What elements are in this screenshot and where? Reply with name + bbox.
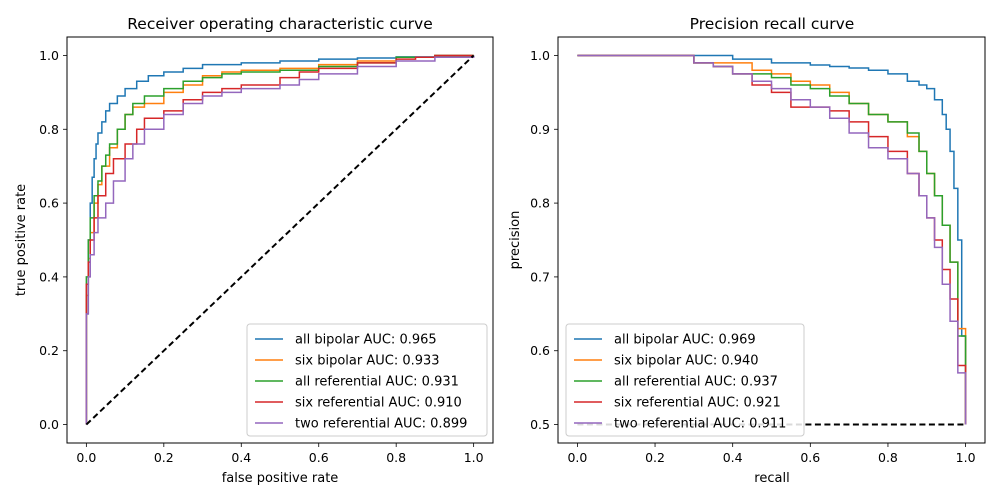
roc-ylabel: true positive rate [14,184,29,296]
pr-legend-label: all referential AUC: 0.937 [614,375,778,390]
roc-series-layer [85,54,475,426]
roc-xlabel: false positive rate [222,471,339,486]
pr-xtick-label: 0.2 [645,450,665,465]
pr-legend-label: six bipolar AUC: 0.940 [614,354,759,369]
pr-legend-label: all bipolar AUC: 0.969 [614,333,756,348]
roc-ytick-label: 0.2 [39,343,59,358]
pr-ytick-label: 0.6 [530,343,550,358]
roc-axes-frame [66,36,494,444]
roc-series-line-0 [85,55,475,425]
pr-ylabel: precision [508,211,523,270]
roc-xtick-label: 0.6 [309,450,329,465]
pr-xtick-label: 0.8 [878,450,898,465]
roc-legend-label: six bipolar AUC: 0.933 [295,354,440,369]
pr-xlabel: recall [754,471,789,486]
roc-xtick-label: 0.0 [76,450,96,465]
roc-legend: all bipolar AUC: 0.965 six bipolar AUC: 0… [246,323,488,437]
roc-series-line-4 [85,55,475,425]
roc-ytick-label: 0.0 [39,417,59,432]
roc-legend-label: two referential AUC: 0.899 [295,417,467,432]
roc-ytick-label: 1.0 [39,48,59,63]
roc-ytick-label: 0.6 [39,196,59,211]
pr-xtick-label: 0.4 [723,450,743,465]
roc-legend-frame [246,323,488,437]
pr-legend-label: six referential AUC: 0.921 [614,396,781,411]
pr-ytick-label: 0.5 [530,417,550,432]
pr-ytick-label: 1.0 [530,48,550,63]
pr-axes-frame [557,36,986,444]
roc-ytick-label: 0.4 [39,269,59,284]
pr-series-line-4 [577,54,967,425]
pr-xtick-label: 0.0 [567,450,587,465]
roc-xtick-label: 1.0 [464,450,484,465]
roc-ytick-label: 0.8 [39,122,59,137]
pr-xtick-label: 1.0 [956,450,976,465]
pr-legend: all bipolar AUC: 0.969 six bipolar AUC: 0… [565,323,805,437]
roc-legend-label: all referential AUC: 0.931 [295,375,459,390]
roc-baseline-line [85,54,475,426]
pr-title: Precision recall curve [690,15,855,33]
roc-legend-label: all bipolar AUC: 0.965 [295,333,437,348]
pr-ytick-label: 0.7 [530,269,550,284]
pr-chart: Precision recall curve 0.0 0.2 0.4 0.6 0.8 1.… [508,15,986,486]
pr-legend-label: two referential AUC: 0.911 [614,417,786,432]
pr-series-line-0 [577,54,967,425]
roc-xtick-label: 0.4 [231,450,251,465]
roc-xtick-label: 0.2 [154,450,174,465]
roc-xtick-label: 0.8 [386,450,406,465]
pr-xtick-label: 0.6 [800,450,820,465]
pr-ytick-label: 0.9 [530,122,550,137]
roc-title: Receiver operating characteristic curve [127,15,433,33]
roc-ticks: 0.0 0.2 0.4 0.6 0.8 1.0 0.0 0.2 0.4 0.6 0.8 1.0 [39,48,484,465]
pr-ytick-label: 0.8 [530,196,550,211]
pr-legend-frame [565,323,805,437]
roc-legend-label: six referential AUC: 0.910 [295,396,462,411]
pr-ticks: 0.0 0.2 0.4 0.6 0.8 1.0 0.5 0.6 0.7 0.8 0.9 1.0 [530,48,975,465]
roc-chart: Receiver operating characteristic curve … [14,15,494,486]
